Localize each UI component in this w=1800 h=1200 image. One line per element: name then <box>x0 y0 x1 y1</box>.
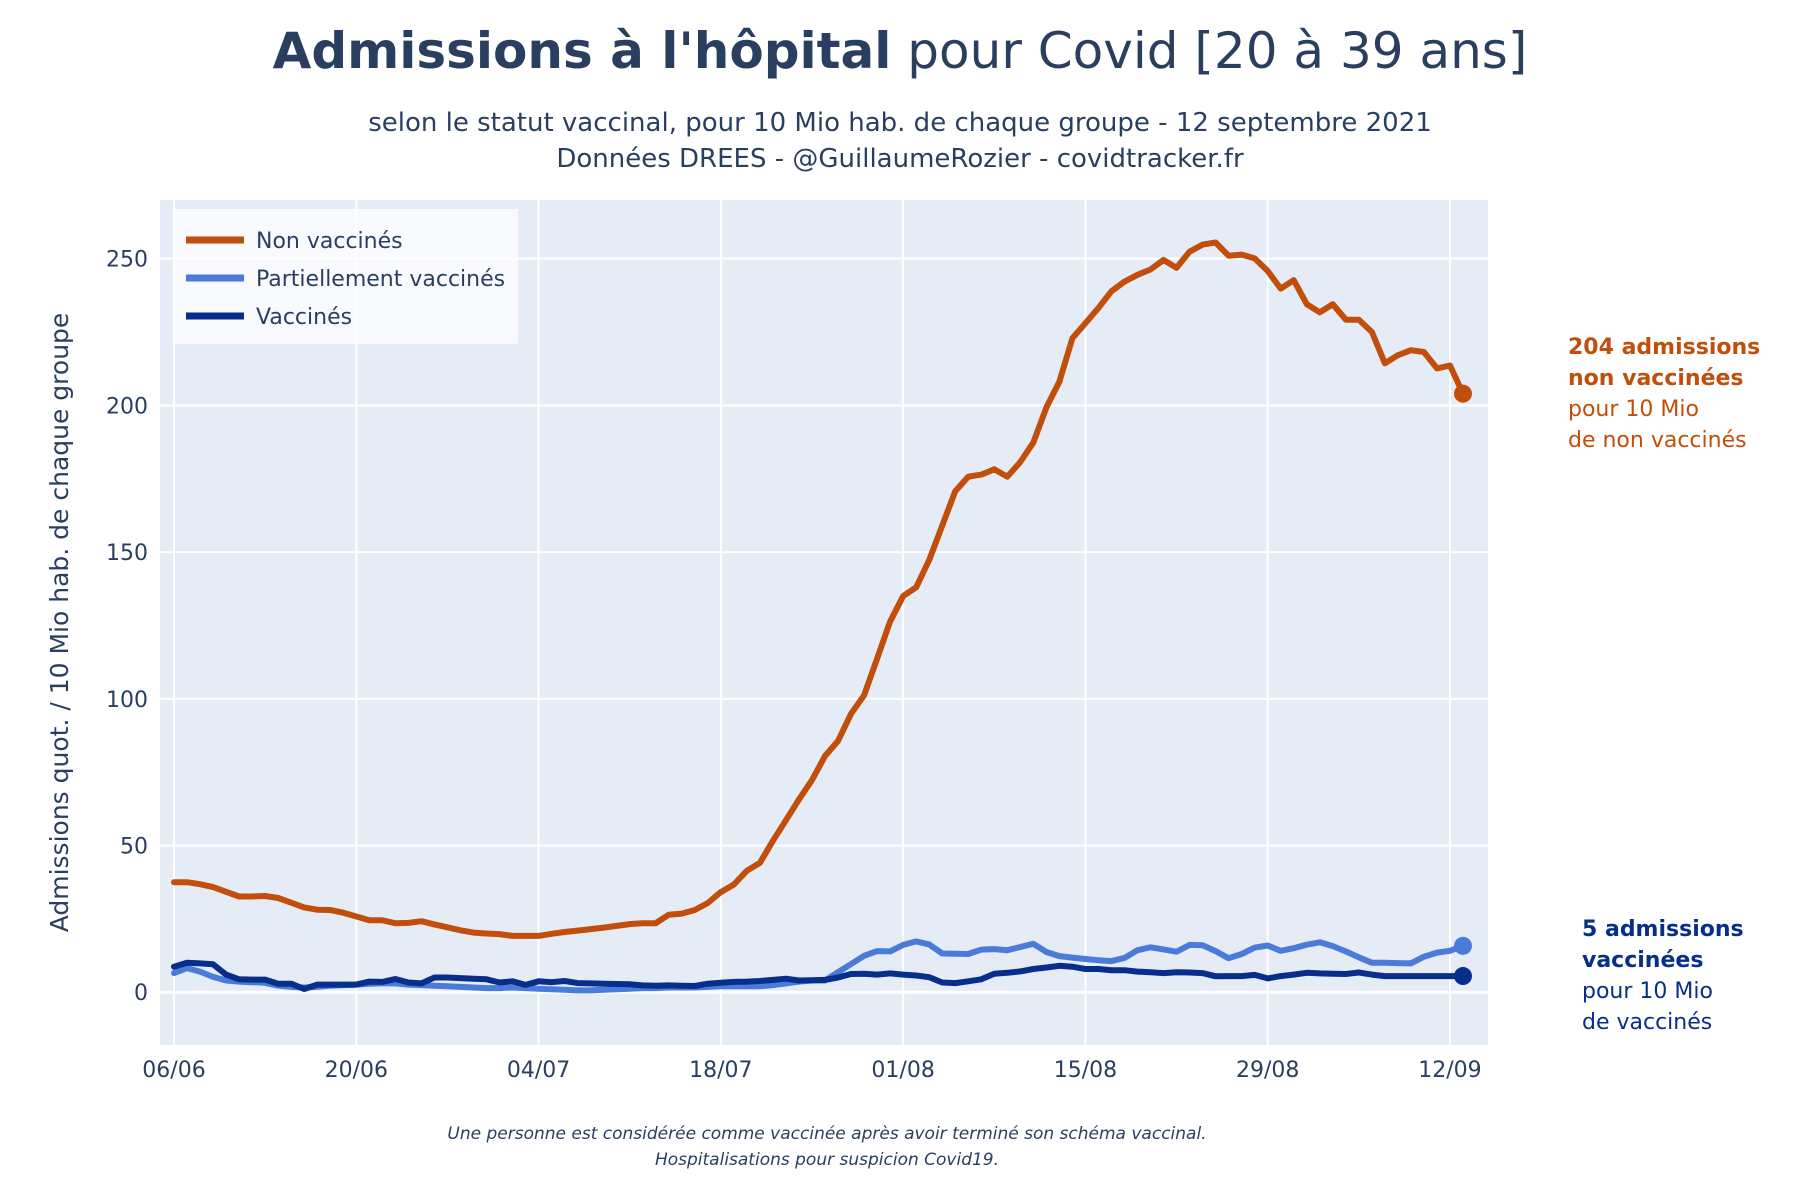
legend[interactable]: Non vaccinés Partiellement vaccinés Vaccin… <box>174 209 518 344</box>
series-line <box>171 239 1466 939</box>
annotation-non-vaccines-line3: pour 10 Mio <box>1568 397 1699 422</box>
chart-title-rest: pour Covid [20 à 39 ans] <box>891 22 1528 80</box>
y-axis-label: Admissions quot. / 10 Mio hab. de chaque… <box>45 313 74 933</box>
y-tick-label: 200 <box>106 394 148 419</box>
chart-subtitle-line2: Données DREES - @GuillaumeRozier - covid… <box>556 144 1244 174</box>
x-tick-label: 06/06 <box>142 1058 205 1083</box>
x-tick-label: 29/08 <box>1236 1058 1299 1083</box>
x-tick-label: 18/07 <box>689 1058 752 1083</box>
annotation-vaccines-line3: pour 10 Mio <box>1582 979 1713 1004</box>
series-line <box>171 959 1466 992</box>
annotation-non-vaccines-line2: non vaccinées <box>1568 366 1744 391</box>
chart-title-bold: Admissions à l'hôpital <box>272 22 892 80</box>
annotation-vaccines-line1: 5 admissions <box>1582 917 1744 942</box>
y-tick-label: 150 <box>106 541 148 566</box>
chart-title: Admissions à l'hôpital pour Covid [20 à … <box>0 22 1800 80</box>
x-tick-label: 01/08 <box>871 1058 934 1083</box>
y-tick-label: 100 <box>106 688 148 713</box>
x-axis-ticks: 06/06 20/06 04/07 18/07 01/08 15/08 29/08 12/09 <box>142 1058 1481 1083</box>
x-tick-label: 04/07 <box>507 1058 570 1083</box>
annotation-vaccines: 5 admissions vaccinées pour 10 Mio de va… <box>1582 914 1744 1038</box>
x-tick-label: 15/08 <box>1054 1058 1117 1083</box>
x-tick-label: 20/06 <box>325 1058 388 1083</box>
annotation-non-vaccines: 204 admissions non vaccinées pour 10 Mio… <box>1568 332 1760 456</box>
series-lines <box>171 239 1472 994</box>
legend-item-label[interactable]: Vaccinés <box>256 305 352 330</box>
series-end-marker <box>1454 967 1472 986</box>
series-end-marker <box>1454 384 1472 403</box>
y-tick-label: 50 <box>120 834 148 859</box>
y-tick-label: 0 <box>134 981 148 1006</box>
legend-item-label[interactable]: Partiellement vaccinés <box>256 267 505 292</box>
annotation-vaccines-line4: de vaccinés <box>1582 1010 1713 1035</box>
y-axis-ticks: 0 50 100 150 200 250 <box>106 248 148 1007</box>
annotation-non-vaccines-line4: de non vaccinés <box>1568 428 1747 453</box>
annotation-non-vaccines-line1: 204 admissions <box>1568 335 1761 360</box>
footnote-line1: Une personne est considérée comme vaccin… <box>447 1124 1207 1144</box>
footnote-line2: Hospitalisations pour suspicion Covid19. <box>654 1150 1000 1170</box>
chart-subtitle-line1: selon le statut vaccinal, pour 10 Mio ha… <box>368 108 1432 138</box>
grid-lines <box>160 200 1488 1045</box>
y-tick-label: 250 <box>106 248 148 273</box>
legend-item-label[interactable]: Non vaccinés <box>256 229 403 254</box>
series-end-marker <box>1454 936 1472 955</box>
x-tick-label: 12/09 <box>1418 1058 1481 1083</box>
annotation-vaccines-line2: vaccinées <box>1582 948 1704 973</box>
